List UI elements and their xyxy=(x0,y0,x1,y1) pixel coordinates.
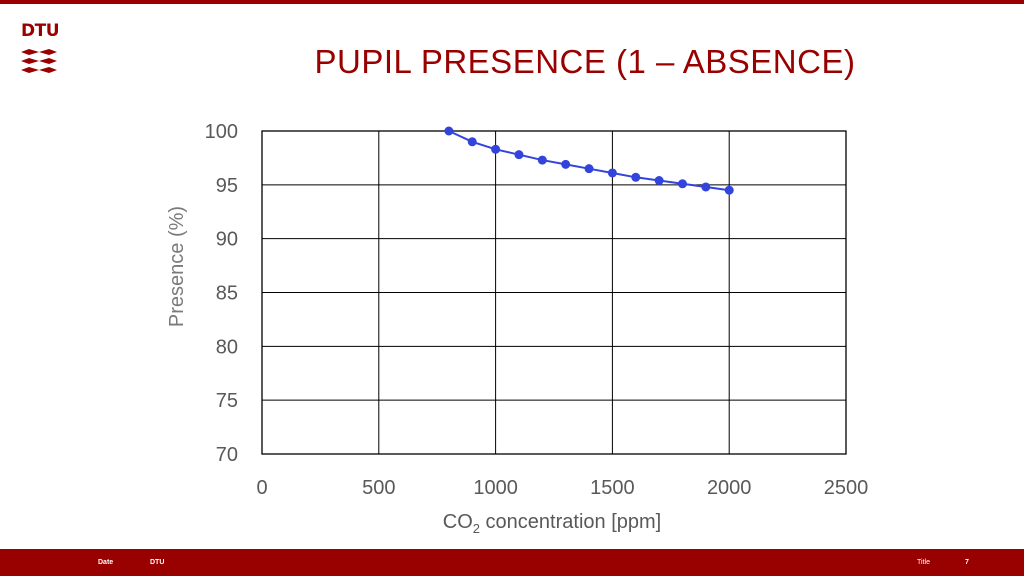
x-tick-labels: 0 500 1000 1500 2000 2500 xyxy=(256,477,868,499)
y-tick-label: 80 xyxy=(216,336,238,358)
data-point xyxy=(467,137,477,147)
presence-chart: 70 75 80 85 90 95 100 0 500 1000 1500 2000 2500 Pre… xyxy=(166,121,868,536)
data-point xyxy=(724,185,734,195)
data-point xyxy=(584,164,594,174)
x-axis-label-rest: concentration [ppm] xyxy=(480,511,661,533)
data-point xyxy=(491,144,501,154)
x-tick-label: 2500 xyxy=(824,477,869,499)
slide-title: PUPIL PRESENCE (1 – ABSENCE) xyxy=(314,43,856,80)
y-tick-label: 100 xyxy=(205,121,238,143)
series-line xyxy=(448,130,730,192)
x-tick-label: 1000 xyxy=(473,477,518,499)
series-layer xyxy=(444,126,734,195)
data-point xyxy=(444,126,454,136)
x-axis-label-subscript: 2 xyxy=(473,521,480,536)
footer-bar: Date DTU Title 7 xyxy=(0,549,1024,576)
data-point xyxy=(607,168,617,178)
plot-frame xyxy=(261,130,847,455)
data-point xyxy=(677,179,687,189)
footer-page-number: 7 xyxy=(965,559,969,566)
x-tick-label: 2000 xyxy=(707,477,752,499)
y-tick-label: 90 xyxy=(216,229,238,251)
y-axis-label: Presence (%) xyxy=(166,206,188,327)
footer-date: Date xyxy=(98,559,114,566)
data-point xyxy=(654,176,664,186)
top-accent-bar xyxy=(0,0,1024,4)
y-tick-label: 75 xyxy=(216,390,238,412)
data-point xyxy=(537,155,547,165)
x-tick-label: 1500 xyxy=(590,477,635,499)
logo-text: DTU xyxy=(21,21,60,41)
x-axis-label: CO2 concentration [ppm] xyxy=(443,511,661,536)
y-tick-label: 70 xyxy=(216,444,238,466)
data-point xyxy=(701,182,711,192)
data-point xyxy=(631,172,641,182)
footer-org: DTU xyxy=(150,559,165,566)
y-tick-labels: 70 75 80 85 90 95 100 xyxy=(205,121,238,466)
x-tick-label: 500 xyxy=(362,477,395,499)
data-point xyxy=(561,159,571,169)
data-point xyxy=(514,150,524,160)
y-tick-label: 95 xyxy=(216,175,238,197)
chart-grid xyxy=(261,130,847,455)
dtu-logo: DTU xyxy=(21,21,60,77)
y-tick-label: 85 xyxy=(216,283,238,305)
x-axis-label-main: CO xyxy=(443,511,473,533)
footer-title: Title xyxy=(917,559,930,566)
x-tick-label: 0 xyxy=(256,477,267,499)
logo-waves-icon xyxy=(21,49,57,73)
